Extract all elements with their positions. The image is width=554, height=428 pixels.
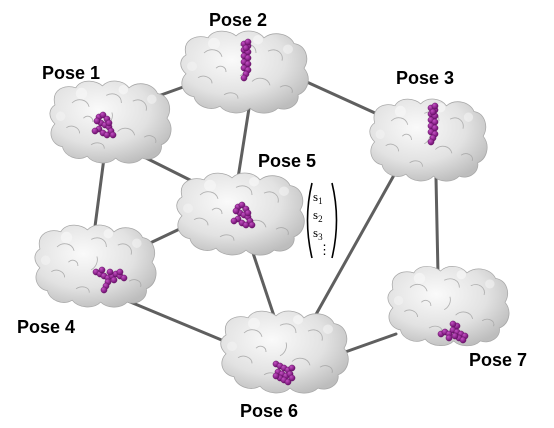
ligand-atom (449, 320, 457, 328)
pose-6-node: Pose 6 (220, 310, 349, 421)
ligand-atom (106, 268, 114, 276)
ligand-atom (232, 207, 240, 215)
ligand-atom (429, 108, 437, 116)
edge-pose3-pose7 (434, 176, 440, 276)
state-entry-1-sub: 1 (318, 196, 323, 206)
ligand-atom (109, 131, 117, 139)
ligand-atom (459, 336, 467, 344)
pose-5-node: Pose 5 (176, 151, 316, 256)
edge-pose5-pose6 (250, 248, 278, 324)
pose-4-ligand (92, 266, 128, 294)
pose-5-label: Pose 5 (258, 151, 316, 171)
ligand-atom (99, 111, 107, 119)
ligand-atom (100, 286, 108, 294)
ligand-atom (284, 378, 292, 386)
pose-4-label: Pose 4 (17, 317, 75, 337)
state-vector: s1 s2 s3 ⋮ (306, 182, 338, 259)
ligand-atom (116, 268, 124, 276)
pose-7-node: Pose 7 (387, 265, 527, 370)
ligand-atom (91, 127, 99, 135)
ligand-atom (230, 217, 238, 225)
pose-1-ligand (91, 111, 117, 139)
pose-6-ligand (272, 360, 296, 386)
state-entry-3-sub: 3 (318, 232, 323, 242)
state-vector-right-paren (331, 182, 338, 259)
edge-pose1-pose4 (92, 156, 106, 236)
pose-2-ligand (240, 38, 252, 82)
ligand-atom (98, 266, 106, 274)
ligand-atom (272, 372, 280, 380)
pose-1-node: Pose 1 (42, 63, 172, 164)
pose-4-node: Pose 4 (17, 224, 157, 337)
pose-2-node: Pose 2 (180, 10, 309, 114)
edge-pose4-pose6 (114, 294, 238, 348)
pose-7-ligand (437, 320, 469, 344)
ligand-atom (427, 138, 435, 146)
ligand-atom (242, 44, 250, 52)
edge-pose2-pose3 (296, 76, 388, 120)
pose-6-label: Pose 6 (240, 401, 298, 421)
edge-pose3-pose6 (312, 166, 400, 320)
pose-3-ligand (427, 102, 439, 146)
pose-3-label: Pose 3 (396, 68, 454, 88)
state-entry-1: s1 (313, 189, 323, 206)
ligand-atom (451, 332, 459, 340)
state-entry-2: s2 (313, 207, 323, 224)
ligand-atom (248, 221, 256, 229)
ligand-atom (288, 364, 296, 372)
ligand-atom (105, 119, 113, 127)
ligand-atom (445, 334, 453, 342)
pose-7-label: Pose 7 (469, 350, 527, 370)
pose-5-ligand (230, 201, 256, 229)
ligand-atom (110, 276, 118, 284)
state-entry-3: s3 (313, 225, 323, 242)
edge-pose2-pose5 (236, 100, 252, 180)
state-ellipsis: ⋮ (318, 242, 331, 257)
pose-3-node: Pose 3 (369, 68, 488, 182)
ligand-atom (238, 201, 246, 209)
ligand-atom (288, 374, 296, 382)
ligand-atom (120, 274, 128, 282)
ligand-atom (240, 74, 248, 82)
state-entry-1-base: s (313, 189, 318, 204)
pose-2-label: Pose 2 (209, 10, 267, 30)
pose-1-label: Pose 1 (42, 63, 100, 83)
ligand-atom (93, 117, 101, 125)
state-vector-left-paren (306, 182, 313, 259)
state-entry-3-base: s (313, 225, 318, 240)
pose-4-protein-surface (34, 224, 157, 308)
ligand-atom (244, 38, 252, 46)
ligand-atom (431, 102, 439, 110)
ligand-atom (244, 209, 252, 217)
state-entry-2-base: s (313, 207, 318, 222)
state-entry-2-sub: 2 (318, 214, 323, 224)
